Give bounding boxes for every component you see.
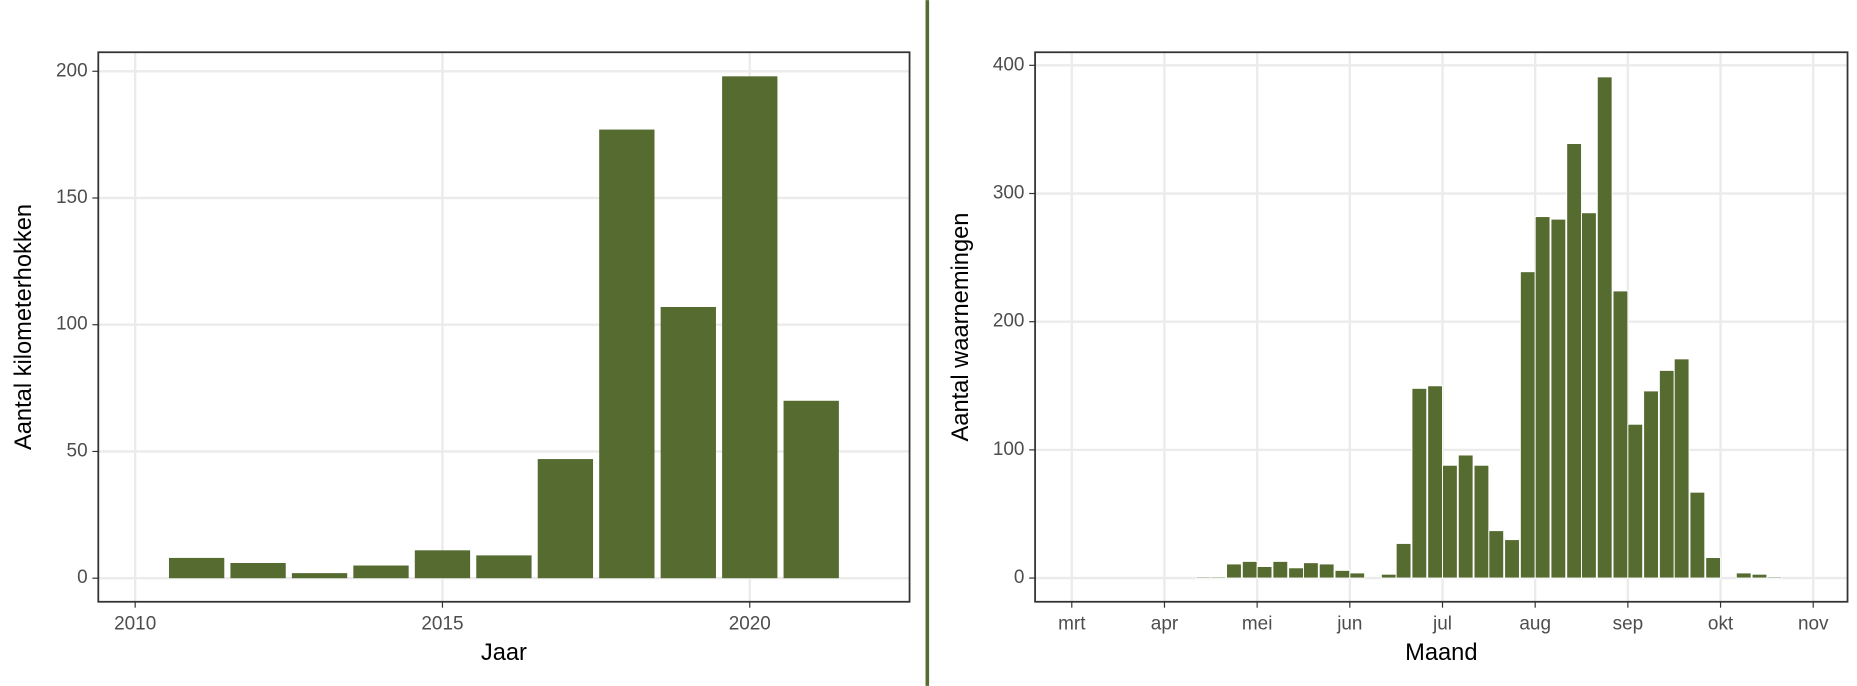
- bar: [1195, 576, 1212, 579]
- bar: [1673, 358, 1690, 579]
- bar: [1566, 143, 1583, 579]
- bar: [414, 550, 471, 579]
- y-axis-title: Aantal waarnemingen: [948, 213, 974, 442]
- bar: [1766, 576, 1783, 579]
- bar: [1751, 573, 1768, 579]
- bar: [1380, 573, 1397, 579]
- x-axis-title: Jaar: [481, 640, 527, 666]
- y-tick-label: 50: [67, 440, 88, 461]
- bar: [1658, 369, 1675, 579]
- x-axis-title: Maand: [1405, 640, 1477, 666]
- y-tick-label: 100: [56, 314, 88, 335]
- bar: [1349, 572, 1366, 579]
- bar: [1288, 567, 1304, 579]
- bar: [291, 573, 348, 579]
- bar: [1627, 423, 1644, 579]
- bar: [1334, 569, 1351, 579]
- x-tick-label: mrt: [1058, 613, 1086, 634]
- x-tick-label: jul: [1432, 613, 1452, 634]
- bar: [1303, 562, 1319, 579]
- x-tick-label: mei: [1242, 613, 1273, 634]
- bar: [537, 459, 594, 579]
- bar: [353, 565, 409, 579]
- x-tick-label: okt: [1708, 613, 1734, 634]
- x-tick-label: jun: [1336, 613, 1362, 634]
- bar: [1256, 566, 1273, 579]
- x-tick-label: aug: [1519, 613, 1551, 634]
- bar: [1488, 530, 1505, 579]
- bar: [1643, 390, 1659, 579]
- bar: [168, 557, 225, 579]
- bar: [1612, 290, 1629, 579]
- x-tick-label: 2020: [729, 613, 771, 634]
- bar: [1272, 560, 1289, 579]
- bar: [1210, 576, 1227, 579]
- y-tick-label: 0: [77, 567, 88, 588]
- x-tick-label: apr: [1151, 613, 1178, 634]
- bar: [1241, 560, 1258, 579]
- bar: [1705, 557, 1722, 579]
- x-tick-label: sep: [1613, 613, 1644, 634]
- bar: [783, 400, 839, 579]
- bar: [1519, 271, 1536, 579]
- bar: [1581, 212, 1597, 579]
- bar: [1550, 218, 1567, 579]
- y-tick-label: 100: [993, 439, 1025, 460]
- y-tick-label: 0: [1014, 567, 1025, 588]
- x-tick-label: nov: [1798, 613, 1829, 634]
- bar: [1442, 464, 1458, 579]
- y-tick-label: 150: [56, 187, 88, 208]
- bar: [1596, 76, 1613, 579]
- y-tick-label: 200: [56, 60, 88, 81]
- y-tick-label: 400: [993, 54, 1025, 75]
- bar: [1689, 491, 1706, 579]
- bar: [722, 76, 778, 579]
- bar: [1534, 216, 1551, 579]
- x-tick-label: 2015: [421, 613, 463, 634]
- bar: [660, 306, 716, 579]
- bar: [1395, 542, 1412, 579]
- bar: [230, 562, 286, 579]
- y-axis-title: Aantal kilometerhokken: [11, 204, 37, 450]
- panel-border: [97, 51, 911, 603]
- x-tick-label: 2010: [114, 613, 156, 634]
- bar: [1735, 572, 1752, 579]
- bar: [599, 129, 655, 579]
- y-tick-label: 200: [993, 311, 1025, 332]
- bar: [1504, 539, 1520, 579]
- bar: [476, 555, 532, 579]
- bar: [1457, 454, 1474, 579]
- bar: [1318, 563, 1335, 579]
- panel-border: [1034, 51, 1849, 603]
- bar: [1226, 563, 1242, 579]
- bar: [1411, 387, 1428, 579]
- y-tick-label: 300: [993, 183, 1025, 204]
- bar: [1473, 464, 1490, 579]
- bar: [1427, 385, 1443, 579]
